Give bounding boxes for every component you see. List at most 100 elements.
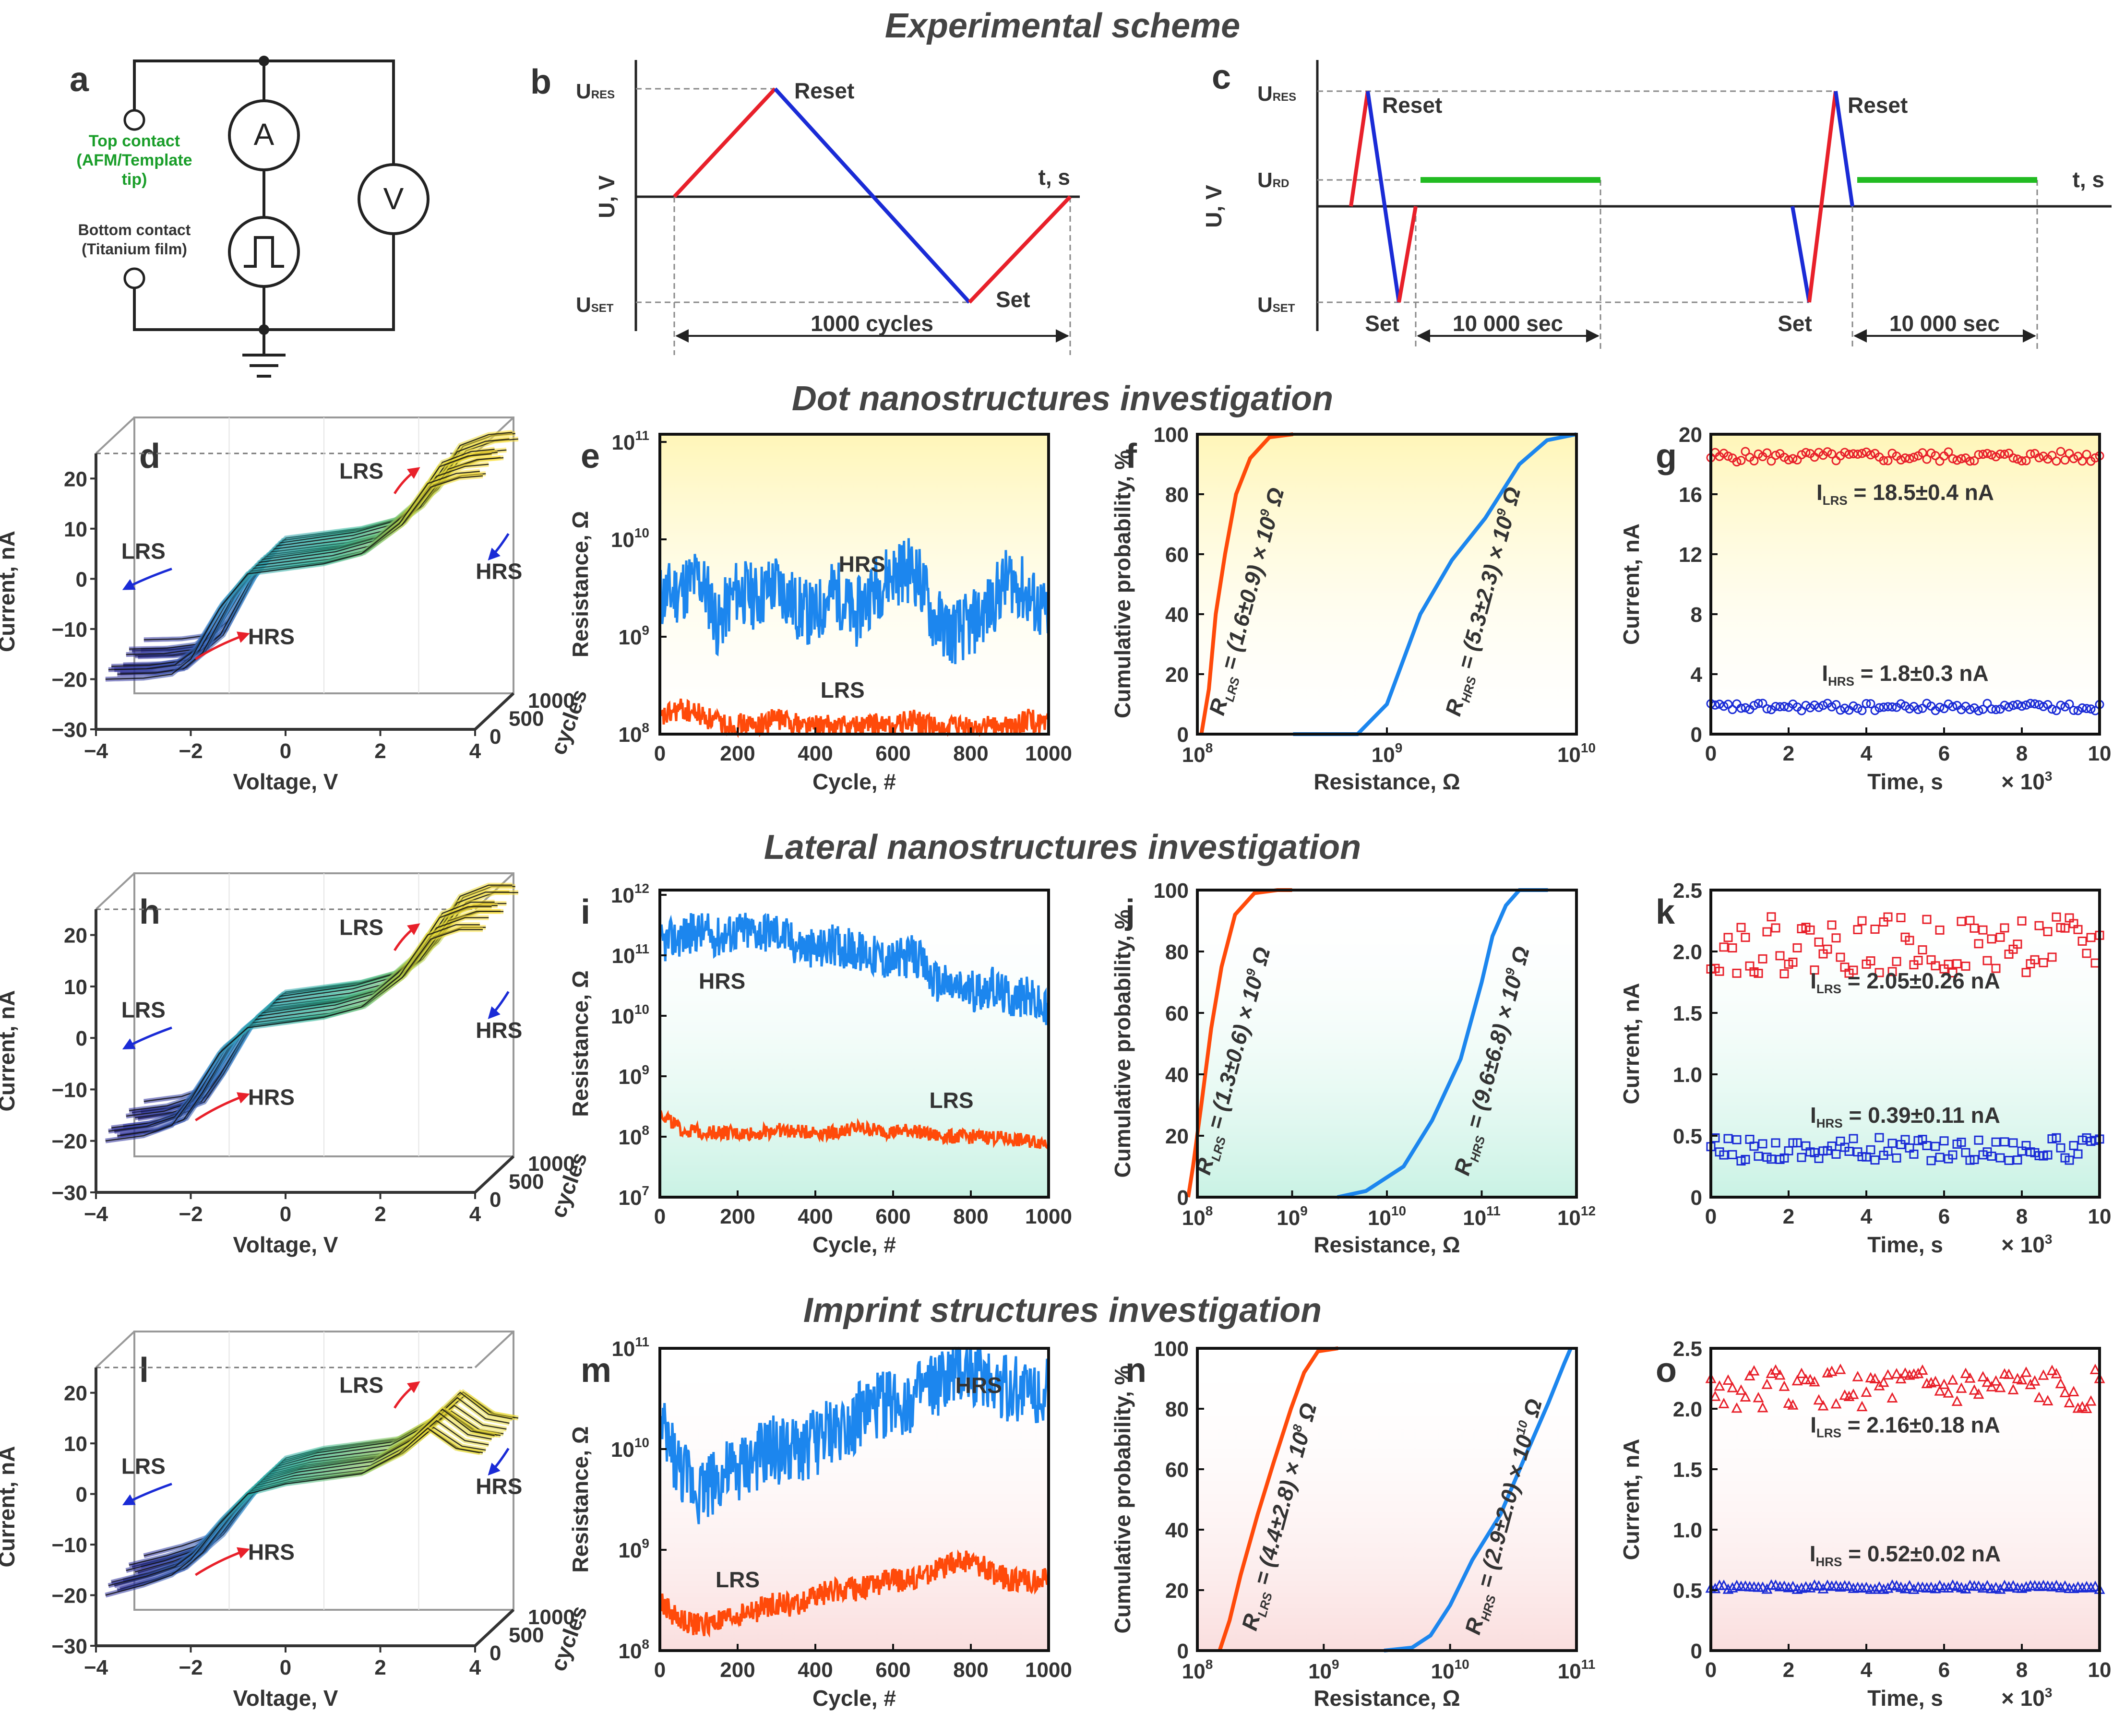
point	[1934, 1580, 1946, 1591]
y-tick-label: 100	[1154, 879, 1189, 903]
u-rd-c: URD	[1257, 168, 1289, 192]
x-tick-label: 108	[1182, 1203, 1213, 1230]
point	[1728, 705, 1737, 714]
u-label-c: U, V	[1201, 185, 1226, 228]
point	[2004, 1155, 2014, 1165]
x-tick-label: 4	[1861, 742, 1873, 765]
anno-lrs-right: LRS	[339, 1373, 383, 1398]
y-axis-label-f: Cumulative probability, %	[1110, 450, 1135, 718]
point	[2055, 1581, 2066, 1593]
x-axis-label-l: Voltage, V	[233, 1686, 338, 1711]
y-tick-label: 2.5	[1673, 1337, 1702, 1361]
top-contact-terminal	[123, 109, 145, 131]
point	[1827, 920, 1837, 930]
x-tick-label: 109	[1308, 1657, 1339, 1683]
point	[2081, 1403, 2092, 1413]
point	[1784, 455, 1793, 464]
point	[1843, 1391, 1855, 1401]
point	[1775, 951, 1785, 961]
point	[1973, 1388, 1984, 1399]
point	[2082, 450, 2091, 459]
point	[1805, 925, 1815, 935]
point	[1987, 704, 1996, 714]
x-tick-label: −4	[84, 1202, 108, 1226]
point	[2051, 1580, 2062, 1591]
anno-hrs-left: HRS	[248, 624, 295, 649]
series-label-lrs-e: LRS	[821, 678, 865, 702]
y-tick-label: −10	[51, 618, 87, 642]
cycle-curve	[105, 924, 480, 1141]
point	[2043, 1150, 2053, 1160]
panel-label-i: i	[581, 893, 590, 931]
point	[1749, 701, 1759, 710]
z-tick-label: 0	[489, 1641, 501, 1665]
series-hrs-e	[658, 538, 1050, 665]
point	[2047, 952, 2057, 962]
y-tick-label: −30	[51, 1635, 87, 1658]
x-tick-label: 109	[1372, 740, 1403, 767]
x-tick-label: 8	[2016, 1658, 2028, 1682]
panel-label-h: h	[139, 893, 160, 931]
point	[1947, 1374, 1958, 1385]
point	[1753, 1391, 1764, 1403]
x-tick-label: 2	[374, 1656, 386, 1679]
point	[1926, 1156, 1936, 1165]
x-tick-label: 4	[1861, 1205, 1873, 1228]
point	[2042, 1395, 2053, 1405]
point	[1852, 1370, 1863, 1381]
x-tick-label: −2	[179, 1656, 203, 1679]
point	[1965, 705, 1975, 714]
point	[2003, 1368, 2015, 1379]
point	[1866, 450, 1875, 460]
point	[1990, 1581, 2002, 1593]
point	[1853, 450, 1862, 459]
panel-label-n: n	[1125, 1351, 1146, 1390]
x-tick-label: 6	[1938, 742, 1950, 765]
x-axis-label-e: Cycle, #	[812, 769, 896, 794]
x-tick-label: 10	[2088, 742, 2112, 765]
panel-label-b: b	[530, 63, 551, 101]
y-tick-label: −20	[51, 1130, 87, 1153]
point	[2000, 450, 2009, 459]
x-tick-label: 2	[1783, 1205, 1794, 1228]
point	[1831, 1149, 1841, 1159]
x-tick-label: 0	[654, 1205, 666, 1228]
point	[1796, 1367, 1807, 1379]
point	[2008, 701, 2018, 710]
point	[1791, 1375, 1803, 1386]
x-tick-label: 4	[469, 1656, 481, 1679]
y-tick-label: 108	[618, 1123, 649, 1149]
point	[1974, 939, 1983, 949]
y-tick-label: −10	[51, 1534, 87, 1557]
x-tick-label: 0	[654, 1658, 666, 1682]
y-tick-label: 100	[1154, 1337, 1189, 1361]
y-tick-label: 80	[1165, 1398, 1189, 1421]
point	[1948, 968, 1958, 977]
y-tick-label: 1010	[611, 1002, 649, 1028]
z-axis	[474, 1608, 515, 1647]
series-lrs-n	[1218, 1346, 1338, 1652]
point	[1732, 1135, 1742, 1144]
point	[1849, 1134, 1858, 1143]
panel-a-circuit: a A V Top contact (AFM/Template tip) Bot…	[70, 56, 430, 378]
x-axis-label-j: Resistance, Ω	[1313, 1232, 1460, 1257]
panel-label-a: a	[70, 60, 89, 99]
x-axis-label-o: Time, s	[1867, 1686, 1943, 1711]
point	[2065, 699, 2074, 709]
label-i-hrs-g: IHRS = 1.8±0.3 nA	[1822, 661, 1988, 689]
series-lrs-e	[658, 698, 1049, 738]
plot-frame-o	[1709, 1347, 2101, 1652]
z-tick-label: 0	[489, 1188, 501, 1212]
point	[2046, 1365, 2058, 1375]
point	[1943, 1387, 1954, 1398]
point	[1944, 447, 1953, 457]
point	[1801, 448, 1811, 457]
point	[1844, 1147, 1854, 1156]
point	[1736, 456, 1746, 465]
point	[1814, 702, 1824, 712]
section-title-dot: Dot nanostructures investigation	[792, 380, 1333, 418]
y-tick-label: 60	[1165, 1458, 1189, 1482]
